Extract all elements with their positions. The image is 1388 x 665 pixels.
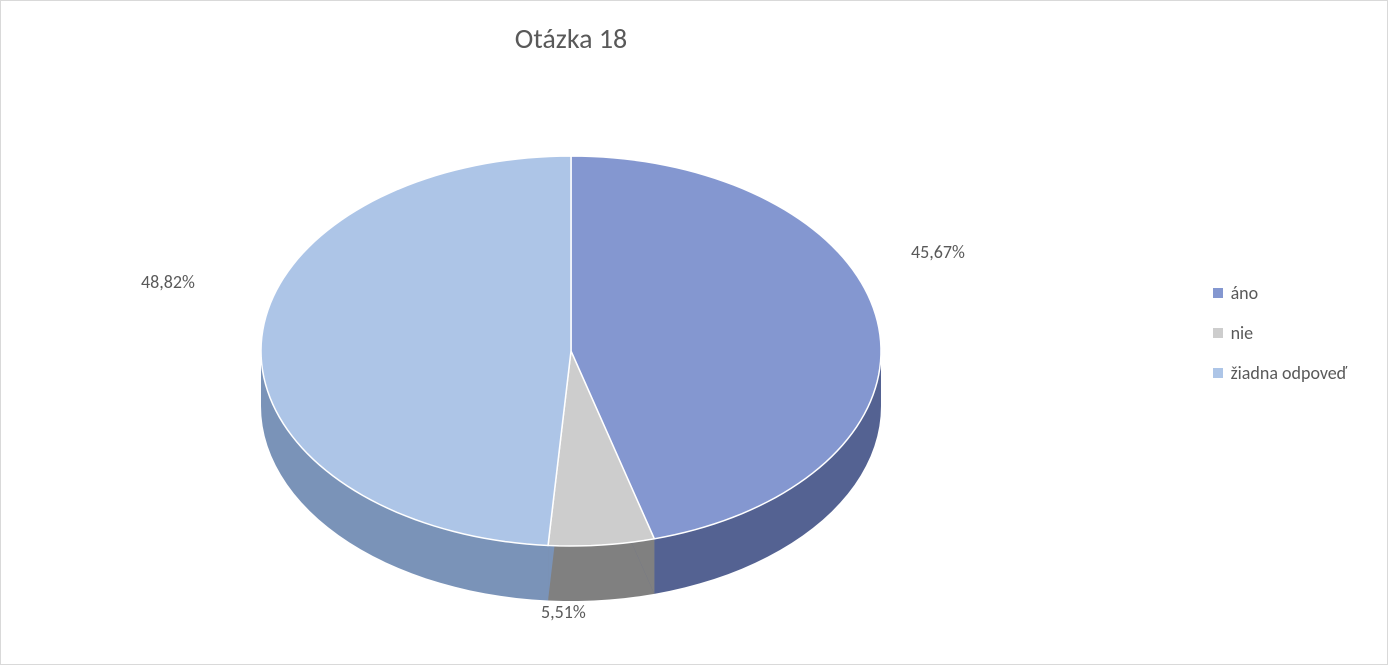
legend-item-ano: áno: [1213, 282, 1347, 304]
legend-item-ziadna: žiadna odpoveď: [1213, 362, 1347, 384]
legend-swatch-nie: [1213, 328, 1223, 338]
legend-label-ziadna: žiadna odpoveď: [1231, 362, 1347, 384]
legend-label-nie: nie: [1231, 322, 1254, 344]
legend-swatch-ano: [1213, 288, 1223, 298]
legend: áno nie žiadna odpoveď: [1213, 282, 1347, 384]
chart-title: Otázka 18: [1, 21, 1141, 56]
slice-label-ziadna: 48,82%: [141, 271, 195, 293]
legend-swatch-ziadna: [1213, 368, 1223, 378]
slice-label-nie: 5,51%: [541, 601, 586, 623]
pie-plot-area: 45,67% 5,51% 48,82%: [41, 91, 1101, 631]
legend-label-ano: áno: [1231, 282, 1259, 304]
pie-3d-svg: [41, 91, 1101, 651]
chart-frame: Otázka 18 45,67% 5,51% 48,82% áno nie ži…: [0, 0, 1388, 665]
legend-item-nie: nie: [1213, 322, 1347, 344]
slice-label-ano: 45,67%: [911, 241, 965, 263]
